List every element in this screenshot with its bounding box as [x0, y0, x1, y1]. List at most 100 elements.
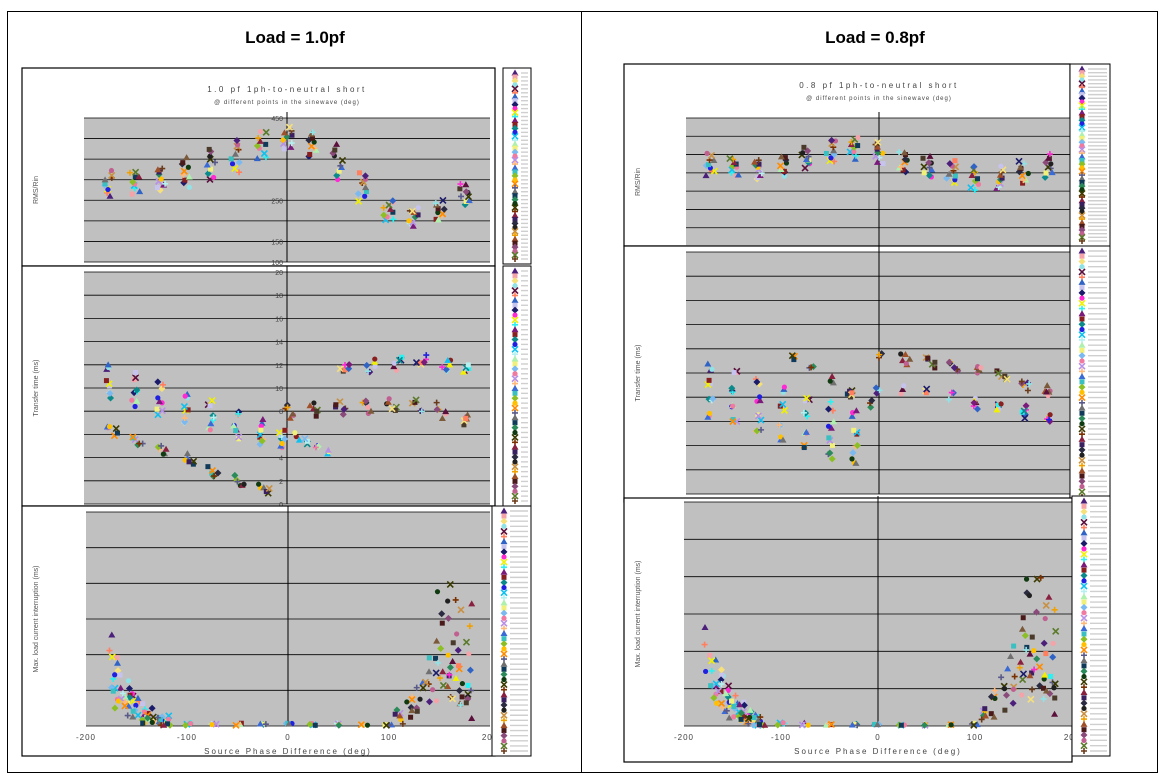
data-point [1011, 643, 1017, 649]
legend-marker [501, 748, 507, 754]
data-point [725, 714, 733, 721]
data-point [946, 160, 954, 168]
data-point [975, 181, 982, 187]
x-tick-label: -200 [76, 733, 96, 742]
legend-marker [512, 478, 518, 484]
legend-marker [1079, 483, 1085, 490]
data-point [725, 682, 733, 690]
data-point [899, 386, 907, 393]
data-point [140, 701, 146, 707]
legend-marker [1078, 331, 1086, 339]
data-point [998, 674, 1005, 681]
data-point [121, 702, 129, 710]
legend-marker [1078, 446, 1086, 454]
data-point [362, 193, 368, 199]
data-point [801, 445, 807, 451]
data-point [280, 137, 286, 143]
data-point [1029, 686, 1036, 693]
data-point [324, 446, 332, 453]
legend-marker [1078, 435, 1086, 442]
data-point [454, 646, 462, 654]
data-point [253, 142, 261, 150]
data-point [455, 687, 463, 695]
data-point [365, 368, 372, 375]
data-point [1011, 673, 1018, 680]
legend-marker [500, 517, 508, 525]
legend-marker [511, 101, 519, 109]
data-point [991, 687, 998, 694]
data-point [134, 694, 142, 701]
data-point [712, 656, 720, 663]
data-point [336, 365, 344, 373]
data-point [392, 711, 398, 717]
data-point [185, 173, 193, 180]
data-point [468, 714, 476, 721]
data-point [803, 156, 811, 163]
data-point [898, 351, 904, 357]
legend-marker [1081, 567, 1087, 573]
data-point [1045, 154, 1053, 161]
data-point [133, 702, 139, 708]
data-point [356, 170, 362, 176]
data-point [781, 168, 787, 174]
data-point [345, 361, 353, 369]
data-point [180, 403, 188, 411]
data-point [312, 444, 319, 451]
legend-marker [512, 129, 518, 135]
data-point [732, 692, 739, 699]
legend-marker [511, 306, 519, 314]
legend-marker [1081, 546, 1087, 552]
data-point [438, 610, 446, 618]
data-point [1052, 695, 1058, 701]
data-point [157, 717, 163, 723]
legend-marker [501, 676, 507, 683]
data-point [1048, 169, 1056, 176]
legend-marker [500, 640, 508, 648]
data-point [993, 406, 1001, 413]
legend-marker [512, 240, 518, 246]
data-point [758, 426, 765, 433]
data-point [148, 704, 156, 712]
data-point [357, 721, 365, 729]
data-point [741, 699, 747, 705]
y-tick-label: 20 [275, 270, 283, 277]
legend-marker [1078, 477, 1086, 485]
legend-marker [512, 498, 518, 504]
legend-marker [512, 429, 518, 436]
data-point [434, 589, 441, 595]
data-point [709, 395, 717, 403]
legend-marker [1080, 540, 1088, 548]
data-point [926, 164, 933, 171]
data-point [439, 620, 445, 626]
data-point [309, 135, 315, 141]
data-point [457, 186, 463, 192]
legend-marker [511, 375, 519, 383]
legend-marker [512, 256, 518, 262]
data-point [372, 363, 378, 369]
legend-marker [1078, 80, 1086, 88]
data-point [456, 663, 462, 669]
data-point [722, 690, 730, 697]
data-point [822, 721, 830, 728]
data-point [805, 722, 811, 728]
legend-marker [512, 459, 518, 465]
data-point [926, 152, 934, 159]
data-point [409, 222, 417, 229]
legend-marker [1078, 352, 1086, 360]
legend-marker [1078, 467, 1086, 474]
data-point [901, 350, 909, 357]
data-point [380, 211, 388, 219]
data-point [998, 163, 1004, 169]
legend-marker [1079, 347, 1085, 353]
data-point [408, 207, 416, 215]
data-point [729, 418, 737, 426]
data-point [445, 598, 451, 604]
legend-marker [511, 109, 519, 117]
legend-marker [1079, 358, 1085, 364]
data-point [101, 176, 109, 183]
data-point [182, 177, 188, 183]
legend-marker [1079, 157, 1085, 163]
data-point [448, 695, 457, 703]
data-point [778, 434, 784, 440]
data-point [710, 157, 718, 164]
